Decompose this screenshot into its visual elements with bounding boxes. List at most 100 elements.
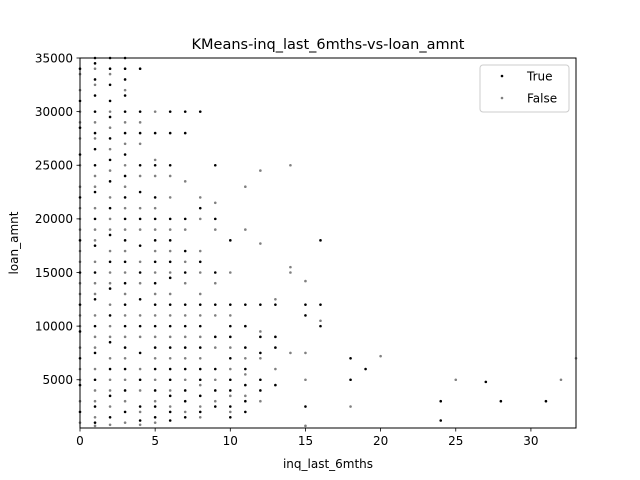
true-point xyxy=(153,324,157,328)
true-point xyxy=(153,303,157,306)
false-point xyxy=(108,126,112,130)
true-point xyxy=(213,303,217,306)
true-point xyxy=(349,378,352,382)
false-point xyxy=(153,249,157,253)
false-point xyxy=(93,83,97,87)
true-point xyxy=(138,298,142,301)
true-point xyxy=(168,276,172,280)
false-point xyxy=(93,367,97,371)
false-point xyxy=(123,399,127,403)
false-point xyxy=(153,356,157,360)
false-point xyxy=(93,174,97,178)
true-point xyxy=(259,351,262,355)
true-point xyxy=(183,271,187,274)
false-point xyxy=(153,206,157,210)
true-point xyxy=(108,314,112,317)
false-point xyxy=(138,260,142,264)
false-point xyxy=(123,421,127,424)
false-point xyxy=(108,110,112,113)
true-point xyxy=(153,239,157,242)
false-point xyxy=(183,314,187,317)
false-point xyxy=(93,424,97,428)
false-point xyxy=(244,373,247,376)
true-point xyxy=(108,340,112,344)
x-axis-ticks: 0 5 10 15 20 25 30 xyxy=(76,428,539,448)
true-point xyxy=(138,244,142,247)
legend-label-false: False xyxy=(527,92,557,106)
false-point xyxy=(168,174,172,178)
false-point xyxy=(168,405,172,408)
true-point xyxy=(108,83,112,87)
false-point xyxy=(108,147,112,151)
false-point xyxy=(153,158,157,162)
false-point xyxy=(304,279,307,283)
true-point xyxy=(138,163,142,167)
false-point xyxy=(168,389,172,392)
true-point xyxy=(153,260,157,264)
true-point xyxy=(153,131,157,135)
false-point xyxy=(93,121,97,124)
false-point xyxy=(123,378,127,382)
false-point xyxy=(229,346,232,349)
false-point xyxy=(153,174,157,178)
true-point xyxy=(259,389,262,392)
false-point xyxy=(108,389,112,392)
true-point xyxy=(319,303,322,306)
true-point xyxy=(304,303,307,306)
true-point xyxy=(168,419,172,422)
true-point xyxy=(123,110,127,113)
true-point xyxy=(229,303,232,306)
false-point xyxy=(93,346,97,349)
false-point xyxy=(123,88,127,92)
false-point xyxy=(93,228,97,231)
true-point xyxy=(274,303,277,306)
true-point xyxy=(138,131,142,135)
true-point xyxy=(93,298,97,301)
true-point xyxy=(168,346,172,349)
false-point xyxy=(559,378,563,382)
chart-title: KMeans-inq_last_6mths-vs-loan_amnt xyxy=(192,37,465,53)
false-point xyxy=(123,163,127,167)
false-point xyxy=(153,110,157,113)
false-point xyxy=(289,163,292,167)
true-point xyxy=(93,190,97,194)
true-point xyxy=(153,163,157,167)
false-point xyxy=(138,335,142,339)
true-point xyxy=(229,335,232,339)
false-point xyxy=(138,174,142,178)
true-point xyxy=(153,405,157,408)
x-axis-label: inq_last_6mths xyxy=(283,457,373,471)
true-point xyxy=(183,389,187,392)
true-point xyxy=(183,346,187,349)
false-point xyxy=(259,242,262,245)
false-point xyxy=(123,228,127,231)
false-point xyxy=(244,394,247,398)
false-point xyxy=(213,346,217,349)
true-point xyxy=(213,271,217,274)
false-point xyxy=(229,314,232,317)
true-point xyxy=(183,110,187,113)
false-point xyxy=(183,228,187,231)
false-point xyxy=(198,383,202,387)
true-point xyxy=(183,367,187,371)
false-point xyxy=(168,228,172,231)
true-point xyxy=(108,233,112,237)
false-point xyxy=(198,415,202,419)
true-point xyxy=(168,110,172,113)
true-point xyxy=(93,131,97,135)
false-point xyxy=(349,405,352,408)
true-point xyxy=(123,78,127,81)
true-point xyxy=(93,244,97,247)
true-point xyxy=(244,399,247,403)
true-point xyxy=(274,383,277,387)
true-point xyxy=(153,389,157,392)
true-point xyxy=(168,367,172,371)
x-tick-label: 10 xyxy=(223,434,238,448)
true-point xyxy=(153,217,157,221)
true-point xyxy=(93,94,97,97)
true-point xyxy=(93,110,97,113)
true-point xyxy=(138,351,142,355)
false-point xyxy=(138,314,142,317)
true-point xyxy=(213,367,217,371)
